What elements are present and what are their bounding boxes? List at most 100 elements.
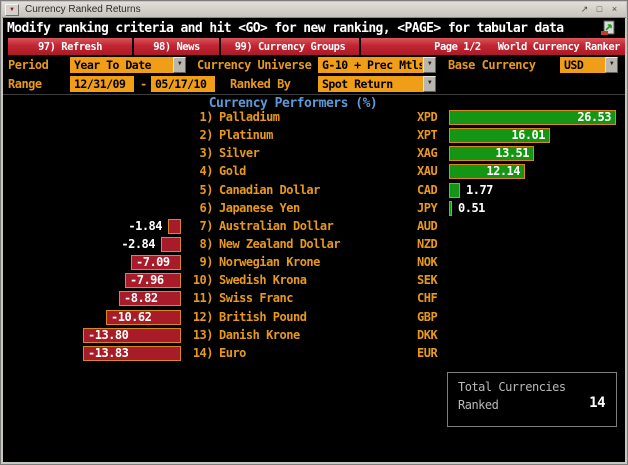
row-rank[interactable]: 4) <box>199 164 214 178</box>
range-label: Range <box>8 77 42 91</box>
row-value: -7.96 <box>130 273 164 287</box>
row-name[interactable]: Danish Krone <box>219 328 300 342</box>
row-ticker[interactable]: XPT <box>417 128 438 142</box>
row-bar[interactable]: 12.14 <box>449 164 525 179</box>
page-indicator: Page 1/2 <box>434 40 481 53</box>
currency-universe-select[interactable]: G-10 + Prec Mtls ▼ <box>318 57 436 73</box>
row-ticker[interactable]: GBP <box>417 310 438 324</box>
chevron-down-icon[interactable]: ▼ <box>423 76 436 92</box>
period-label: Period <box>8 58 49 72</box>
row-name[interactable]: Silver <box>219 146 260 160</box>
row-value: 13.51 <box>495 146 529 160</box>
row-value: 26.53 <box>577 110 611 124</box>
row-name[interactable]: Palladium <box>219 110 280 124</box>
row-ticker[interactable]: CAD <box>417 183 438 197</box>
window-menu-button[interactable]: ▼ <box>5 3 19 16</box>
window-titlebar: ▼ Currency Ranked Returns ↗ □ × <box>2 2 626 18</box>
row-name[interactable]: Swedish Krona <box>219 273 307 287</box>
range-to-input[interactable]: 05/17/10 <box>151 76 215 92</box>
row-rank[interactable]: 5) <box>199 183 214 197</box>
row-bar[interactable] <box>161 237 181 252</box>
chart-rows: 1) Palladium XPD 26.53 2) Platinum XPT 1… <box>0 95 628 425</box>
row-name[interactable]: British Pound <box>219 310 307 324</box>
row-bar[interactable]: 26.53 <box>449 110 616 125</box>
chevron-down-icon[interactable]: ▼ <box>605 57 618 73</box>
table-row: 9) Norwegian Krone NOK -7.09 <box>0 254 628 272</box>
row-ticker[interactable]: NZD <box>417 237 438 251</box>
row-name[interactable]: Australian Dollar <box>219 219 334 233</box>
row-bar[interactable]: -7.09 <box>131 255 181 270</box>
window-title: Currency Ranked Returns <box>25 4 141 15</box>
instruction-text: Modify ranking criteria and hit <GO> for… <box>7 21 564 36</box>
news-button[interactable]: 98) News <box>134 38 219 55</box>
row-bar[interactable]: -13.83 <box>83 346 181 361</box>
table-row: 6) Japanese Yen JPY 0.51 <box>0 200 628 218</box>
row-rank[interactable]: 13) <box>192 328 214 342</box>
table-row: 7) Australian Dollar AUD -1.84 <box>0 218 628 236</box>
row-rank[interactable]: 6) <box>199 201 214 215</box>
row-ticker[interactable]: CHF <box>417 291 438 305</box>
row-ticker[interactable]: AUD <box>417 219 438 233</box>
row-value: -1.84 <box>128 219 162 233</box>
row-rank[interactable]: 1) <box>199 110 214 124</box>
base-currency-select[interactable]: USD ▼ <box>560 57 618 73</box>
chevron-down-icon[interactable]: ▼ <box>423 57 436 73</box>
table-row: 8) New Zealand Dollar NZD -2.84 <box>0 236 628 254</box>
row-ticker[interactable]: XAG <box>417 146 438 160</box>
row-rank[interactable]: 9) <box>199 255 214 269</box>
refresh-button[interactable]: 97) Refresh <box>8 38 132 55</box>
row-name[interactable]: Norwegian Krone <box>219 255 320 269</box>
row-bar[interactable]: -13.80 <box>83 328 181 343</box>
total-currencies-box: Total Currencies Ranked 14 <box>447 372 617 427</box>
row-bar[interactable] <box>449 183 460 198</box>
row-ticker[interactable]: NOK <box>417 255 438 269</box>
row-name[interactable]: New Zealand Dollar <box>219 237 341 251</box>
row-name[interactable]: Platinum <box>219 128 273 142</box>
row-bar[interactable] <box>168 219 181 234</box>
row-rank[interactable]: 2) <box>199 128 214 142</box>
row-ticker[interactable]: SEK <box>417 273 438 287</box>
row-rank[interactable]: 3) <box>199 146 214 160</box>
row-value: -2.84 <box>121 237 155 251</box>
row-name[interactable]: Euro <box>219 346 246 360</box>
row-rank[interactable]: 7) <box>199 219 214 233</box>
row-ticker[interactable]: JPY <box>417 201 438 215</box>
row-rank[interactable]: 8) <box>199 237 214 251</box>
row-rank[interactable]: 14) <box>192 346 214 360</box>
chevron-down-icon[interactable]: ▼ <box>173 57 186 73</box>
row-name[interactable]: Japanese Yen <box>219 201 300 215</box>
currency-universe-label: Currency Universe <box>197 58 312 72</box>
row-rank[interactable]: 10) <box>192 273 214 287</box>
currency-groups-button[interactable]: 99) Currency Groups <box>221 38 359 55</box>
range-to-value: 05/17/10 <box>155 77 207 91</box>
row-rank[interactable]: 12) <box>192 310 214 324</box>
base-currency-value: USD <box>564 58 584 72</box>
row-name[interactable]: Canadian Dollar <box>219 183 320 197</box>
row-ticker[interactable]: XAU <box>417 164 438 178</box>
row-bar[interactable] <box>449 201 452 216</box>
row-ticker[interactable]: EUR <box>417 346 438 360</box>
table-row: 1) Palladium XPD 26.53 <box>0 109 628 127</box>
range-separator: - <box>140 77 147 91</box>
row-ticker[interactable]: DKK <box>417 328 438 342</box>
row-ticker[interactable]: XPD <box>417 110 438 124</box>
total-value: 14 <box>589 395 605 411</box>
grab-export-icon[interactable] <box>600 20 615 37</box>
ranked-by-select[interactable]: Spot Return ▼ <box>318 76 436 92</box>
row-value: 16.01 <box>511 128 545 142</box>
row-bar[interactable]: -10.62 <box>106 310 181 325</box>
row-value: -13.83 <box>88 346 129 360</box>
restore-icon[interactable]: ↗ <box>580 4 589 14</box>
row-bar[interactable]: 13.51 <box>449 146 534 161</box>
row-bar[interactable]: -7.96 <box>125 273 181 288</box>
row-bar[interactable]: -8.82 <box>119 291 181 306</box>
row-name[interactable]: Gold <box>219 164 246 178</box>
maximize-icon[interactable]: □ <box>596 4 603 14</box>
period-select[interactable]: Year To Date ▼ <box>70 57 186 73</box>
row-bar[interactable]: 16.01 <box>449 128 550 143</box>
range-from-input[interactable]: 12/31/09 <box>70 76 134 92</box>
row-rank[interactable]: 11) <box>192 291 214 305</box>
close-icon[interactable]: × <box>611 4 618 14</box>
row-name[interactable]: Swiss Franc <box>219 291 293 305</box>
table-row: 4) Gold XAU 12.14 <box>0 163 628 181</box>
